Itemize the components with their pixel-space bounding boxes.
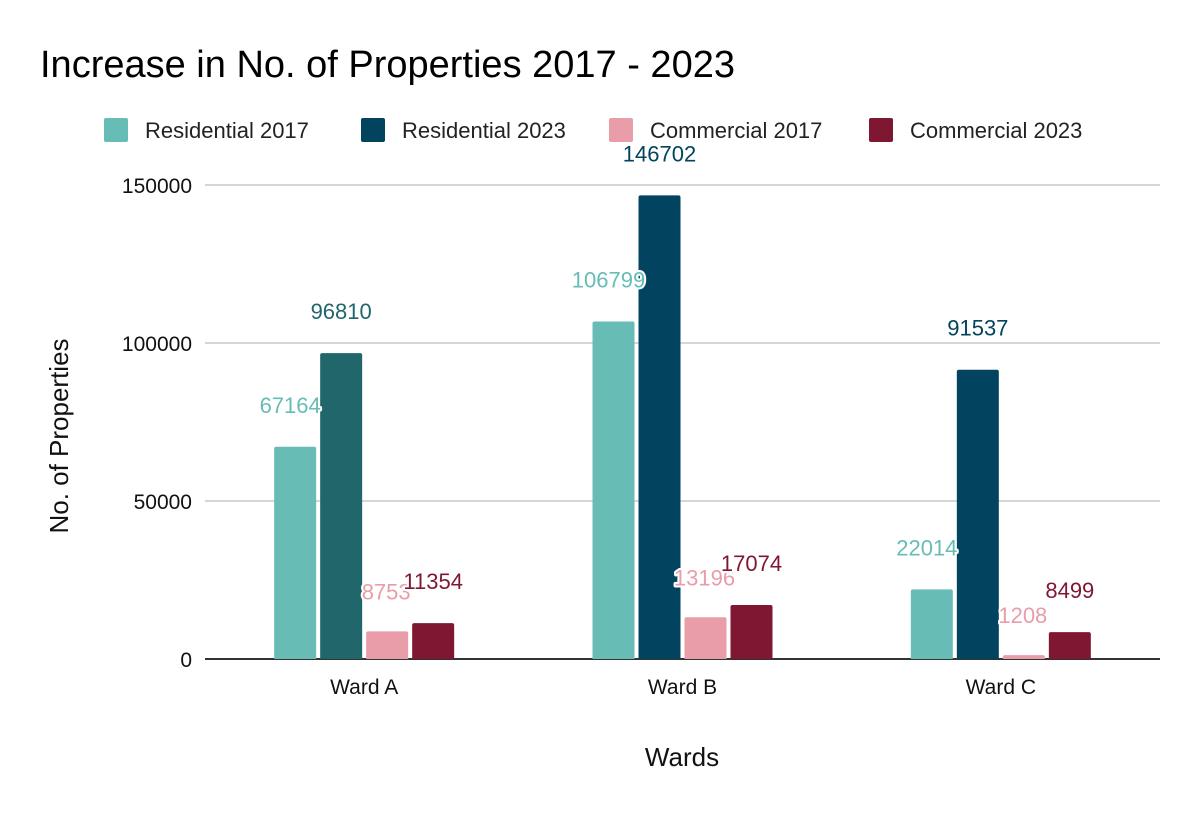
legend-swatch-2 [361, 118, 385, 142]
bar-3-2 [956, 369, 999, 659]
legend-swatch-1 [104, 118, 128, 142]
data-label-2-1: 106799 [572, 268, 645, 293]
data-label-2-3: 13196 [674, 565, 735, 590]
legend-label-2: Residential 2023 [402, 118, 566, 143]
bar-3-3 [1002, 655, 1045, 659]
x-tick-label-2: Ward B [648, 676, 717, 699]
legend-swatch-4 [869, 118, 893, 142]
x-tick-label-3: Ward C [966, 676, 1036, 699]
data-label-2-4: 17074 [721, 551, 782, 576]
data-label-1-2: 96810 [311, 299, 372, 324]
chart-title: Increase in No. of Properties 2017 - 202… [40, 44, 735, 86]
x-axis-ticks: Ward A Ward B Ward C [330, 676, 1036, 699]
bar-1-2 [320, 353, 363, 659]
legend-swatch-3 [609, 118, 633, 142]
grid-lines [205, 184, 1160, 660]
bar-2-1 [592, 321, 635, 659]
data-label-2-2: 146702 [623, 141, 696, 166]
bar-3-4 [1048, 632, 1091, 659]
data-label-1-4: 11354 [403, 569, 463, 594]
y-tick-label-3: 150000 [122, 175, 192, 198]
x-axis-title: Wards [645, 742, 719, 772]
legend: Residential 2017 Residential 2023 Commerci… [104, 118, 1082, 143]
data-label-1-3: 8753 [362, 579, 411, 604]
legend-label-3: Commercial 2017 [650, 118, 822, 143]
data-label-1-1: 67164 [260, 393, 321, 418]
bar-3-1 [910, 589, 953, 659]
y-axis-ticks: 0 50000 100000 150000 [122, 175, 192, 672]
data-label-3-4: 8499 [1045, 578, 1094, 603]
bar-2-3 [684, 617, 727, 659]
bar-2-4 [730, 605, 773, 659]
y-tick-label-2: 100000 [122, 333, 192, 356]
bar-1-3 [366, 631, 409, 659]
legend-label-4: Commercial 2023 [910, 118, 1082, 143]
bar-2-2 [638, 195, 681, 659]
data-label-3-3: 1208 [998, 603, 1047, 628]
bar-1-4 [412, 623, 455, 659]
data-label-3-1: 22014 [896, 535, 957, 560]
bars-layer [274, 195, 1091, 659]
bar-1-1 [274, 446, 317, 659]
x-tick-label-1: Ward A [330, 676, 398, 699]
y-axis-title: No. of Properties [44, 338, 74, 533]
data-label-3-2: 91537 [947, 316, 1008, 341]
y-tick-label-0: 0 [180, 649, 192, 672]
legend-label-1: Residential 2017 [145, 118, 309, 143]
y-tick-label-1: 50000 [134, 491, 192, 514]
